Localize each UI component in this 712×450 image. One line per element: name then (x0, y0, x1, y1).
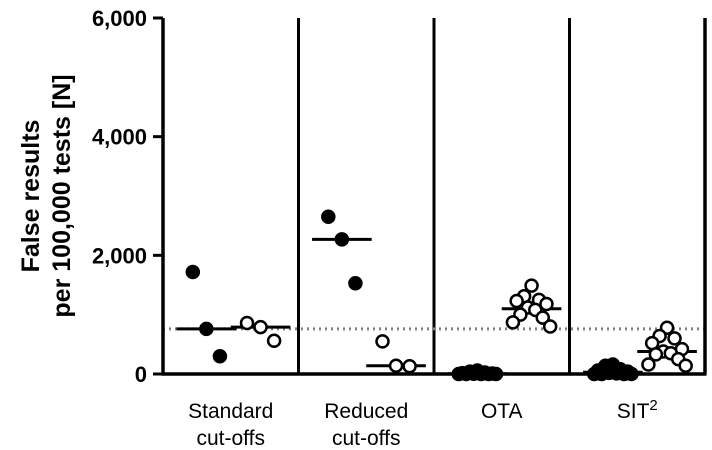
data-point-0-0-0 (185, 264, 201, 280)
panel-separators (297, 18, 571, 374)
y-tick-label-0: 0 (135, 362, 147, 387)
data-point-2-1-4 (539, 296, 554, 312)
data-point-1-0-1 (334, 232, 350, 247)
y-tick-label-3: 6,000 (92, 6, 147, 31)
data-point-0-0-1 (199, 321, 214, 337)
data-point-2-1-3 (509, 293, 524, 309)
data-point-1-1-2 (402, 359, 417, 374)
data-point-1-0-0 (321, 209, 336, 225)
data-point-1-0-2 (348, 275, 363, 291)
y-axis-title-line-1: False results (17, 120, 45, 273)
data-point-0-1-0 (239, 315, 255, 331)
data-point-3-1-7 (648, 347, 664, 362)
x-label-3-text: SIT (617, 400, 650, 423)
x-label-3: SIT2 (617, 397, 658, 423)
data-point-0-0-2 (212, 348, 228, 364)
data-point-3-1-2 (667, 331, 682, 346)
data-point-1-1-0 (375, 334, 390, 349)
data-point-3-1-9 (641, 357, 656, 372)
x-label-0-line-0: Standard (188, 400, 273, 423)
y-tick-label-1: 2,000 (92, 243, 147, 268)
x-label-1-line-0: Reduced (324, 400, 408, 423)
data-point-3-1-10 (678, 358, 693, 373)
x-label-2-line-0: OTA (481, 400, 523, 423)
data-point-2-1-0 (524, 278, 539, 293)
data-point-2-1-9 (505, 315, 521, 330)
y-tick-label-2: 4,000 (92, 125, 147, 150)
data-marks (176, 209, 697, 382)
y-axis-title: False results per 100,000 tests [N] (17, 74, 76, 317)
data-point-1-1-1 (388, 358, 404, 373)
data-point-2-1-10 (542, 319, 558, 334)
data-point-0-1-2 (266, 333, 282, 349)
y-axis-title-line-2: per 100,000 tests [N] (48, 74, 76, 317)
data-point-2-1-8 (535, 310, 550, 325)
x-label-1-line-1: cut-offs (332, 427, 400, 450)
y-axis-ticks: 0 2,000 4,000 6,000 (92, 6, 163, 387)
data-point-0-1-1 (253, 319, 268, 335)
plot-frame (161, 18, 707, 376)
x-axis-labels: Standard cut-offs Reduced cut-offs OTA SIT2 (188, 397, 658, 450)
x-label-0-line-1: cut-offs (197, 427, 265, 450)
x-label-3-superscript: 2 (649, 397, 657, 414)
